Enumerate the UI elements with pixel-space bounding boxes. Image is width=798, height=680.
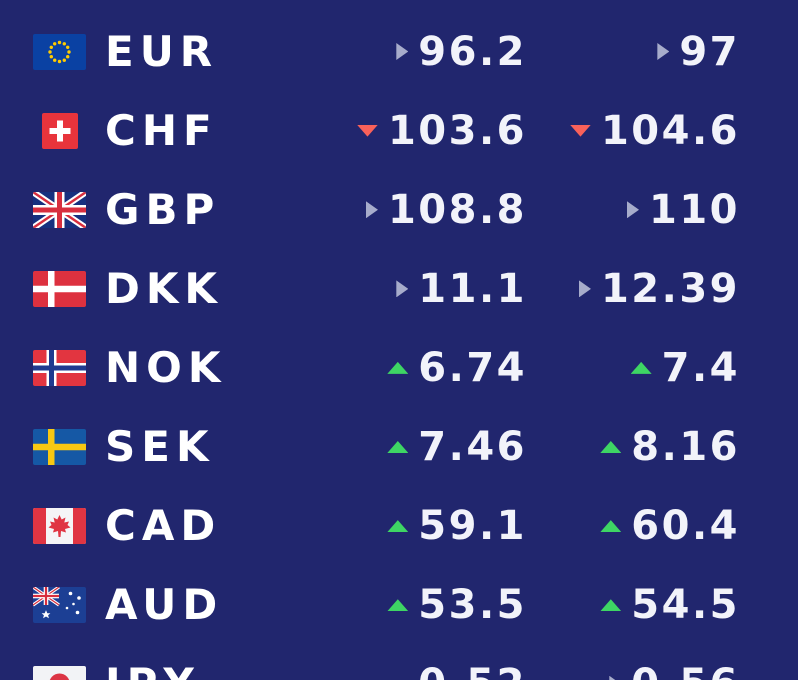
- currency-code: EUR: [105, 26, 219, 76]
- rate-value-buy: 59.1: [387, 506, 527, 546]
- rate-number: 60.4: [631, 503, 740, 550]
- japan-flag-icon: [33, 666, 86, 680]
- rate-number: 0.52: [418, 664, 527, 680]
- rate-value-sell: 97: [657, 32, 740, 72]
- rate-value-buy: 96.2: [396, 32, 527, 72]
- currency-row-chf: CHF 103.6 104.6: [0, 91, 798, 170]
- rate-number: 0.56: [631, 664, 740, 680]
- currency-row-jpy: JPY 0.52 0.56: [0, 645, 798, 680]
- trend-steady-icon: [365, 201, 378, 219]
- trend-steady-icon: [396, 280, 409, 298]
- rate-value-buy: 103.6: [356, 107, 527, 154]
- trend-up-icon: [600, 599, 622, 612]
- rate-number: 54.5: [631, 582, 740, 629]
- rate-number: 12.39: [600, 265, 740, 312]
- sweden-flag-icon: [33, 429, 86, 466]
- rate-number: 6.74: [418, 344, 527, 391]
- currency-row-dkk: DKK 11.1 12.39: [0, 249, 798, 328]
- currency-code: AUD: [105, 580, 224, 630]
- currency-code: NOK: [105, 342, 227, 392]
- canada-flag-icon: [33, 508, 86, 545]
- rate-value-sell: 12.39: [578, 265, 740, 312]
- rate-value-buy: 7.46: [387, 427, 527, 467]
- trend-steady-icon: [609, 675, 622, 680]
- rate-number: 7.46: [418, 424, 527, 471]
- rate-number: 97: [679, 28, 740, 75]
- switzerland-flag-icon: [33, 112, 86, 149]
- trend-up-icon: [387, 599, 409, 612]
- currency-row-cad: CAD 59.1 60.4: [0, 487, 798, 566]
- currency-code: GBP: [105, 184, 221, 234]
- trend-up-icon: [600, 520, 622, 533]
- denmark-flag-icon: [33, 270, 86, 307]
- rate-value-buy: 11.1: [396, 269, 527, 309]
- rate-number: 110: [649, 186, 740, 233]
- rate-value-buy: 0.52: [418, 664, 527, 680]
- rate-value-buy: 6.74: [387, 348, 527, 388]
- rate-number: 108.8: [387, 186, 527, 233]
- trend-up-icon: [600, 441, 622, 454]
- uk-flag-icon: [33, 191, 86, 228]
- rate-value-buy: 53.5: [387, 585, 527, 625]
- rate-number: 53.5: [418, 582, 527, 629]
- australia-flag-icon: [33, 587, 86, 624]
- trend-steady-icon: [578, 280, 591, 298]
- currency-row-eur: EUR 96.2 97: [0, 12, 798, 91]
- currency-code: CHF: [105, 105, 218, 155]
- rate-value-sell: 104.6: [569, 107, 740, 154]
- rate-value-sell: 0.56: [609, 664, 740, 680]
- rate-value-sell: 110: [627, 190, 740, 230]
- trend-steady-icon: [627, 201, 639, 219]
- rate-number: 59.1: [418, 503, 527, 550]
- rate-value-sell: 8.16: [600, 427, 740, 467]
- rate-number: 103.6: [387, 107, 527, 154]
- rate-number: 7.4: [661, 344, 740, 391]
- currency-row-sek: SEK 7.46 8.16: [0, 407, 798, 486]
- rate-number: 104.6: [600, 107, 740, 154]
- rate-value-sell: 54.5: [600, 585, 740, 625]
- currency-row-gbp: GBP 108.8 110: [0, 170, 798, 249]
- rate-number: 11.1: [418, 265, 527, 312]
- rate-number: 8.16: [631, 424, 740, 471]
- trend-steady-icon: [657, 43, 670, 61]
- currency-code: SEK: [105, 422, 215, 472]
- trend-down-icon: [356, 124, 378, 137]
- trend-down-icon: [569, 124, 591, 137]
- trend-up-icon: [387, 361, 409, 374]
- trend-up-icon: [387, 520, 409, 533]
- trend-up-icon: [630, 361, 652, 374]
- rate-number: 96.2: [418, 28, 527, 75]
- trend-up-icon: [387, 441, 409, 454]
- rate-value-buy: 108.8: [365, 186, 527, 233]
- rate-value-sell: 7.4: [630, 344, 740, 391]
- currency-code: JPY: [105, 663, 200, 680]
- rate-value-sell: 60.4: [600, 506, 740, 546]
- currency-row-aud: AUD 53.5 54.5: [0, 566, 798, 645]
- currency-code: CAD: [105, 501, 222, 551]
- trend-steady-icon: [396, 43, 409, 61]
- norway-flag-icon: [33, 349, 86, 386]
- currency-code: DKK: [105, 263, 223, 313]
- currency-row-nok: NOK 6.74 7.4: [0, 328, 798, 407]
- eu-flag-icon: [33, 33, 86, 70]
